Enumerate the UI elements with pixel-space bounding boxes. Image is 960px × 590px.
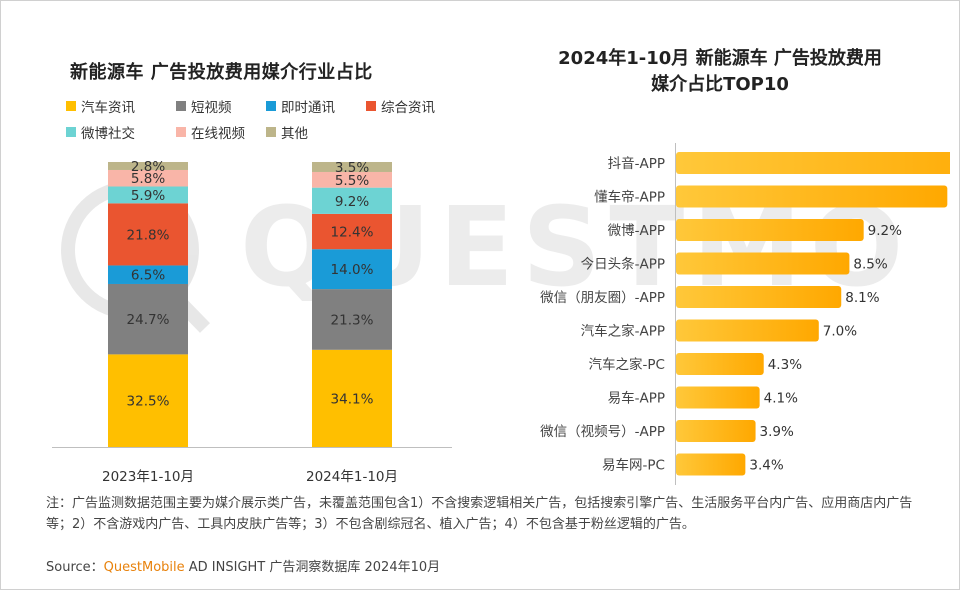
legend-label: 其他 [281,126,308,142]
legend-label: 即时通讯 [281,100,335,116]
segment-label: 9.2% [335,194,369,210]
legend-label: 短视频 [191,100,232,116]
bar-value-label: 7.0% [823,324,857,340]
bar-segment [108,186,188,204]
left-chart-title: 新能源车 广告投放费用媒介行业占比 [70,62,373,83]
bar-value-label: 4.1% [764,391,798,407]
right-chart-title: 2024年1-10月 新能源车 广告投放费用 媒介占比TOP10 [520,46,920,98]
legend-swatch [176,127,186,137]
source-suffix: AD INSIGHT 广告洞察数据库 2024年10月 [184,560,441,575]
bar-segment [108,169,188,187]
bar [676,286,842,308]
horizontal-bar-chart: 抖音-APP17.4%懂车帝-APP13.3%微博-APP9.2%今日头条-AP… [540,143,950,485]
bar-value-label: 4.3% [768,357,802,373]
segment-label: 3.5% [335,160,369,176]
legend-label: 汽车资讯 [81,100,135,116]
bar-segment [312,162,392,172]
bar-category-label: 微博-APP [608,222,665,239]
bar-segment [108,162,188,170]
legend-swatch [266,101,276,111]
bar [676,453,746,476]
bar [676,386,760,409]
stacked-bar-chart: 32.5% 24.7% 6.5% 21.8% 5.9%5.8%2.8% 2023年1-10… [52,159,452,485]
segment-label: 21.8% [127,227,170,243]
bar [676,252,850,275]
segment-label: 5.8% [131,171,165,187]
bar-category-label: 今日头条-APP [581,256,665,273]
legend-item: 汽车资讯 [66,96,135,116]
segment-label: 34.1% [331,391,374,407]
source-line: Source：QuestMobile AD INSIGHT 广告洞察数据库 20… [46,556,926,575]
legend-swatch [266,127,276,137]
category-label: 2024年1-10月 [306,469,398,485]
source-brand: QuestMobile [103,560,185,575]
segment-label: 14.0% [331,262,374,278]
segment-label: 32.5% [127,394,170,410]
segment-label: 6.5% [131,268,165,284]
bar [676,185,948,208]
bar-segment [312,289,392,350]
segment-label: 2.8% [131,159,165,175]
segment-label: 5.5% [335,173,369,189]
segment-label: 21.3% [331,312,374,328]
bar-segment [312,349,392,447]
bar-value-label: 3.9% [760,424,794,440]
legend-item: 即时通讯 [266,96,335,116]
bar-segment [108,265,188,284]
bar-category-label: 微信（视频号）-APP [540,424,665,440]
category-label: 2023年1-10月 [102,469,194,485]
legend-swatch [366,101,376,111]
legend-item: 其他 [266,122,308,142]
legend-item: 在线视频 [176,122,245,142]
bar-segment [312,187,392,214]
legend-label: 综合资讯 [381,100,435,116]
segment-label: 5.9% [131,188,165,204]
legend-label: 微博社交 [81,126,135,142]
legend-swatch [176,101,186,111]
legend-item: 微博社交 [66,122,135,142]
bar-segment [312,213,392,250]
bar-value-label: 3.4% [749,458,783,474]
bar [676,319,819,342]
legend-swatch [66,101,76,111]
bar-value-label: 8.5% [853,257,887,273]
bar-segment [108,283,188,355]
bar-segment [312,249,392,290]
bar-segment [312,171,392,188]
bar-category-label: 易车-APP [608,390,665,407]
legend-swatch [66,127,76,137]
legend-item: 短视频 [176,96,232,116]
bar [676,420,756,442]
bar-category-label: 汽车之家-APP [581,323,665,340]
right-title-line2: 媒介占比TOP10 [651,74,789,95]
segment-label: 24.7% [127,312,170,328]
bar [676,219,864,241]
bar-segment [108,203,188,266]
bar-category-label: 懂车帝-APP [594,189,665,206]
bar-value-label: 8.1% [845,290,879,306]
segment-label: 12.4% [331,225,374,241]
bar-category-label: 汽车之家-PC [589,356,665,373]
bar-category-label: 易车网-PC [602,457,665,474]
legend-item: 综合资讯 [366,96,435,116]
bar-category-label: 抖音-APP [608,155,665,172]
right-title-line1: 2024年1-10月 新能源车 广告投放费用 [558,48,882,69]
bar-segment [108,354,188,447]
legend-label: 在线视频 [191,126,245,142]
bar [676,353,764,375]
footnote: 注：广告监测数据范围主要为媒介展示类广告，未覆盖范围包含1）不含搜索逻辑相关广告… [46,496,913,532]
bar [676,152,950,174]
bar-value-label: 9.2% [868,223,902,239]
bar-category-label: 微信（朋友圈）-APP [540,290,665,306]
source-prefix: Source： [46,560,104,575]
